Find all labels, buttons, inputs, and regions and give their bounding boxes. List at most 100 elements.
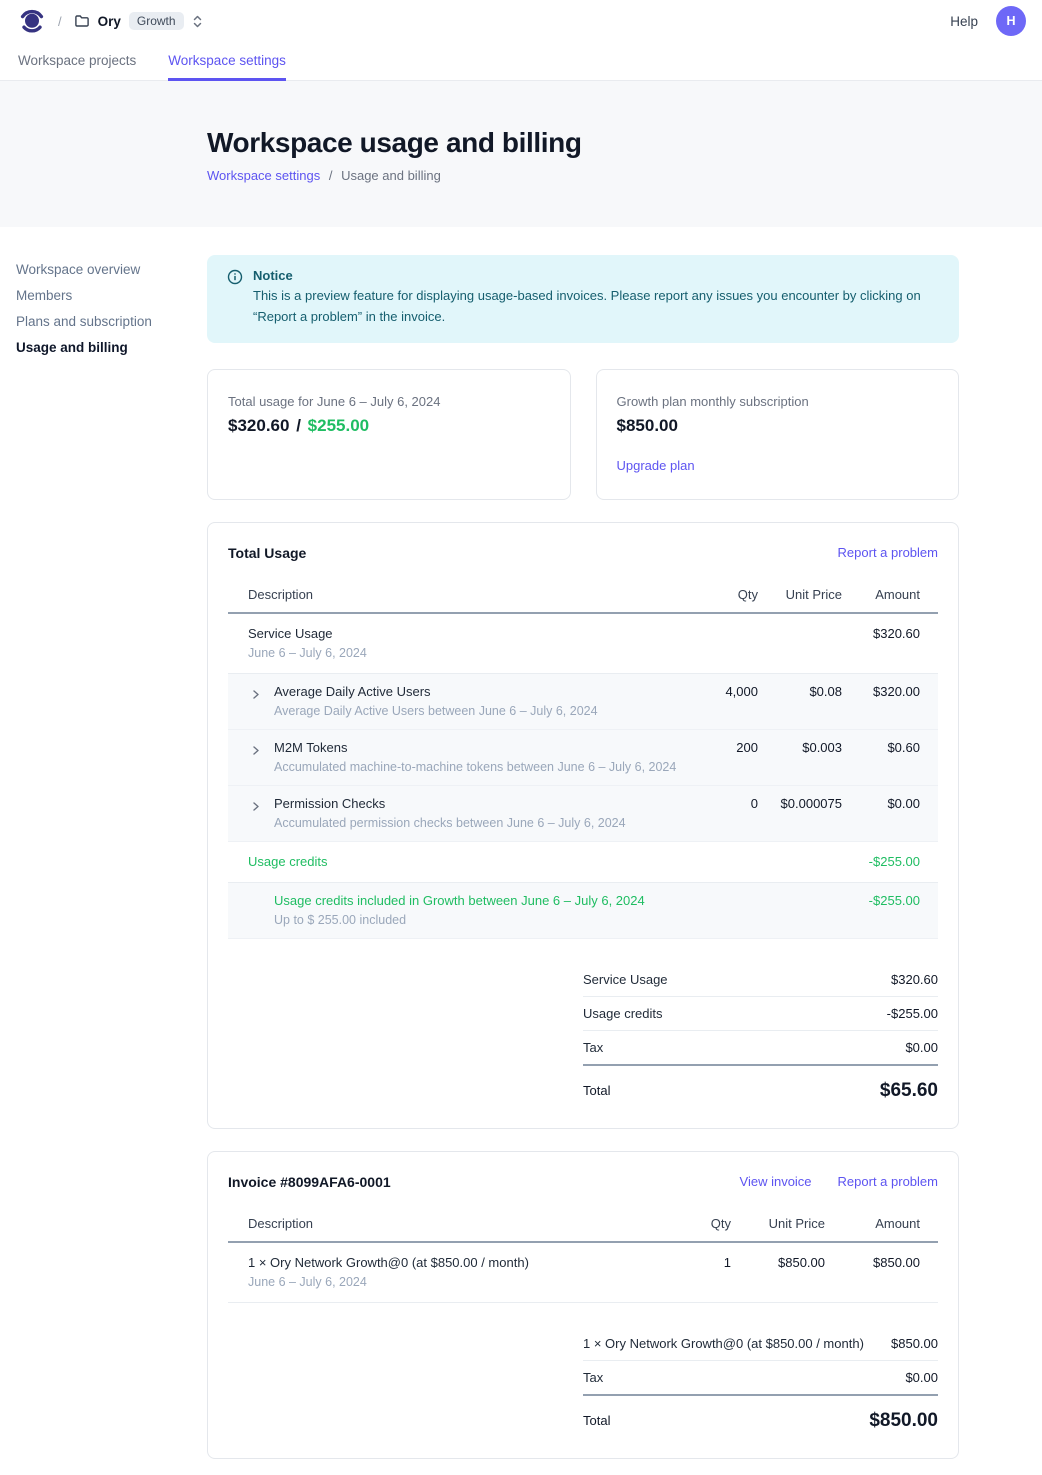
settings-sidenav: Workspace overview Members Plans and sub…: [0, 227, 191, 365]
row-qty: 0: [750, 795, 758, 811]
chevron-right-icon[interactable]: [251, 743, 261, 761]
row-subtitle: June 6 – July 6, 2024: [248, 645, 367, 660]
ory-logo-icon[interactable]: [18, 7, 46, 35]
row-qty: 200: [736, 739, 758, 755]
col-description: Description: [248, 1215, 314, 1231]
plan-subscription-card: Growth plan monthly subscription $850.00…: [595, 368, 959, 500]
report-problem-link[interactable]: Report a problem: [837, 1174, 938, 1190]
usage-card-header: Total Usage Report a problem: [228, 545, 938, 561]
col-description: Description: [248, 586, 314, 602]
col-unit-price: Unit Price: [785, 586, 842, 602]
row-subtitle: June 6 – July 6, 2024: [248, 1274, 367, 1289]
usage-card-title: Total Usage: [228, 544, 307, 561]
total-usage-label: Total usage for June 6 – July 6, 2024: [228, 393, 441, 409]
sidebar-item-workspace-overview[interactable]: Workspace overview: [16, 262, 141, 277]
total-usage-card: Total usage for June 6 – July 6, 2024 $3…: [207, 368, 571, 500]
row-subtitle: Accumulated machine-to-machine tokens be…: [274, 759, 677, 774]
avatar-initial: H: [1006, 14, 1016, 28]
row-amount: $0.00: [887, 795, 920, 811]
row-subtitle: Average Daily Active Users between June …: [274, 703, 598, 718]
invoice-card: Invoice #8099AFA6-0001 View invoice Repo…: [207, 1150, 959, 1459]
row-title: Usage credits: [248, 853, 328, 869]
notice-body: This is a preview feature for displaying…: [253, 288, 921, 324]
avatar[interactable]: H: [996, 6, 1026, 36]
notice-banner: Notice This is a preview feature for dis…: [207, 255, 959, 343]
body-row: Workspace overview Members Plans and sub…: [0, 227, 1042, 1475]
usage-summary: Service Usage $320.60 Usage credits -$25…: [583, 963, 938, 1102]
table-row-usage-credits-included: Usage credits included in Growth between…: [228, 882, 938, 939]
tab-workspace-projects[interactable]: Workspace projects: [18, 52, 137, 68]
col-amount: Amount: [875, 1215, 920, 1231]
col-qty: Qty: [710, 1215, 731, 1231]
row-title: 1 × Ory Network Growth@0 (at $850.00 / m…: [248, 1254, 529, 1270]
info-icon: [227, 269, 243, 328]
summary-row-subscription: 1 × Ory Network Growth@0 (at $850.00 / m…: [583, 1327, 938, 1361]
main-content: Notice This is a preview feature for dis…: [207, 227, 959, 1475]
help-link[interactable]: Help: [950, 13, 978, 29]
invoice-table: Description Qty Unit Price Amount 1 × Or…: [228, 1208, 938, 1303]
summary-row-service-usage: Service Usage $320.60: [583, 963, 938, 997]
selector-chevrons-icon: [192, 14, 203, 29]
row-subtitle: Up to $ 255.00 included: [274, 912, 407, 927]
row-title: Average Daily Active Users: [274, 683, 431, 699]
row-unit-price: $0.003: [802, 739, 842, 755]
table-row-daily-active-users: Average Daily Active Users Average Daily…: [228, 673, 938, 730]
folder-icon: [74, 13, 90, 29]
workspace-name: Ory: [97, 13, 121, 29]
plan-price: $850.00: [616, 415, 678, 435]
usage-table-header: Description Qty Unit Price Amount: [228, 579, 938, 614]
report-problem-link[interactable]: Report a problem: [837, 545, 938, 561]
sidebar-item-members[interactable]: Members: [16, 288, 73, 303]
chevron-right-icon[interactable]: [251, 687, 261, 705]
row-amount: -$255.00: [868, 853, 920, 869]
table-row-m2m-tokens: M2M Tokens Accumulated machine-to-machin…: [228, 729, 938, 786]
summary-row-tax: Tax $0.00: [583, 1361, 938, 1396]
view-invoice-link[interactable]: View invoice: [739, 1174, 812, 1190]
sidebar-item-usage-and-billing[interactable]: Usage and billing: [16, 340, 128, 355]
plan-label: Growth plan monthly subscription: [616, 393, 809, 409]
breadcrumb: Workspace settings / Usage and billing: [207, 168, 1042, 183]
page-title: Workspace usage and billing: [207, 127, 582, 158]
sidebar-item-plans-and-subscription[interactable]: Plans and subscription: [16, 314, 152, 329]
row-amount: $320.00: [873, 683, 920, 699]
table-row-usage-credits: Usage credits -$255.00: [228, 842, 938, 883]
table-row-growth-subscription: 1 × Ory Network Growth@0 (at $850.00 / m…: [228, 1243, 938, 1303]
row-amount: $0.60: [887, 739, 920, 755]
tab-workspace-settings[interactable]: Workspace settings: [168, 42, 286, 81]
topbar-left: / Ory Growth: [18, 7, 203, 35]
workspace-switcher[interactable]: Ory Growth: [74, 12, 203, 30]
upgrade-plan-link[interactable]: Upgrade plan: [616, 457, 695, 473]
breadcrumb-current: Usage and billing: [341, 168, 441, 183]
col-amount: Amount: [875, 586, 920, 602]
usage-invoice-card: Total Usage Report a problem Description…: [207, 521, 959, 1129]
invoice-summary: 1 × Ory Network Growth@0 (at $850.00 / m…: [583, 1327, 938, 1432]
row-unit-price: $850.00: [778, 1254, 825, 1270]
row-title: M2M Tokens: [274, 739, 348, 755]
usage-separator: /: [296, 415, 301, 435]
usage-credit-amount: $255.00: [307, 415, 370, 435]
summary-cards-row: Total usage for June 6 – July 6, 2024 $3…: [207, 368, 959, 500]
row-title: Usage credits included in Growth between…: [274, 892, 645, 908]
col-qty: Qty: [737, 586, 758, 602]
total-usage-value: $320.60 / $255.00: [228, 416, 550, 436]
row-amount: $320.60: [873, 625, 920, 641]
usage-amount: $320.60: [228, 415, 290, 435]
summary-row-total: Total $65.60: [583, 1079, 938, 1101]
topbar: / Ory Growth Help H: [0, 0, 1042, 42]
invoice-card-header: Invoice #8099AFA6-0001 View invoice Repo…: [228, 1174, 938, 1190]
chevron-right-icon[interactable]: [251, 799, 261, 817]
notice-content: Notice This is a preview feature for dis…: [253, 268, 939, 328]
topbar-right: Help H: [950, 6, 1026, 36]
summary-row-total: Total $850.00: [583, 1409, 938, 1431]
path-separator: /: [58, 13, 62, 29]
row-title: Permission Checks: [274, 795, 386, 811]
table-row-service-usage: Service Usage June 6 – July 6, 2024 $320…: [228, 614, 938, 674]
breadcrumb-link-workspace-settings[interactable]: Workspace settings: [207, 168, 321, 183]
notice-title: Notice: [253, 268, 293, 283]
row-amount: -$255.00: [868, 892, 920, 908]
col-unit-price: Unit Price: [768, 1215, 825, 1231]
summary-row-tax: Tax $0.00: [583, 1031, 938, 1066]
row-qty: 4,000: [725, 683, 758, 699]
usage-table: Description Qty Unit Price Amount Servic…: [228, 579, 938, 939]
row-unit-price: $0.000075: [780, 795, 842, 811]
